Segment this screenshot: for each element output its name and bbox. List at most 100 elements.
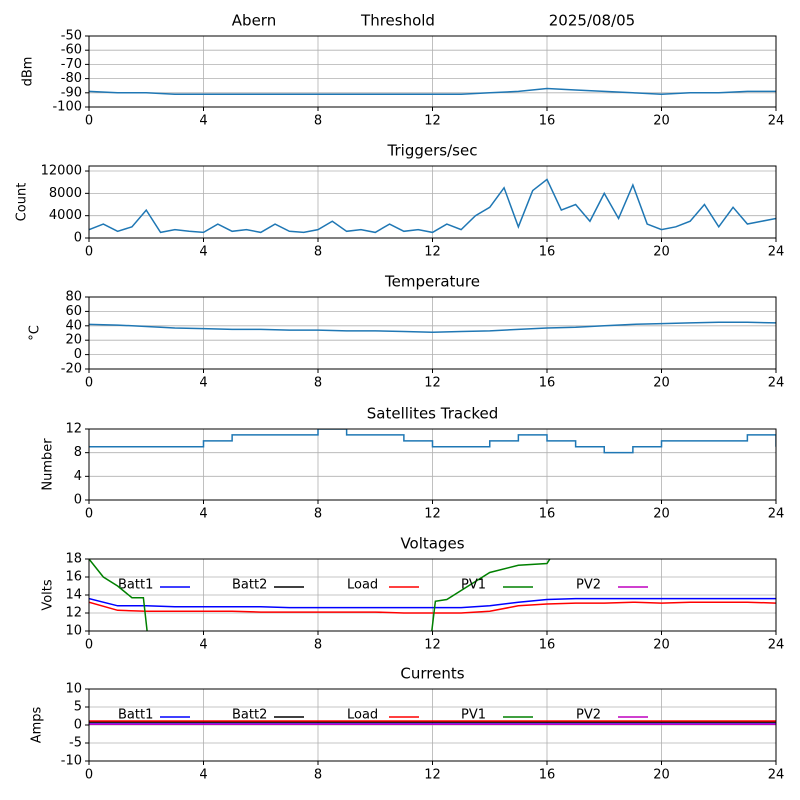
x-tick-label: 20	[653, 376, 670, 391]
x-tick-label: 8	[314, 638, 322, 653]
y-tick-label: 10	[65, 624, 82, 639]
y-axis-label: Amps	[30, 706, 45, 743]
series-line	[89, 321, 776, 334]
legend-label: Load	[347, 708, 378, 723]
series-line	[89, 178, 776, 234]
y-tick-label: 0	[74, 347, 82, 362]
x-tick-label: 12	[424, 638, 441, 653]
x-tick-label: 8	[314, 768, 322, 783]
y-tick-label: 40	[65, 318, 82, 333]
y-tick-label: -10	[61, 754, 82, 769]
x-tick-label: 0	[85, 376, 93, 391]
x-tick-label: 24	[768, 768, 785, 783]
y-tick-label: 12	[65, 422, 82, 437]
y-tick-label: 12000	[41, 164, 82, 179]
x-tick-label: 24	[768, 245, 785, 260]
x-tick-label: 0	[85, 114, 93, 129]
legend-label: PV1	[461, 708, 486, 723]
y-tick-label: -20	[61, 362, 82, 377]
x-tick-label: 8	[314, 376, 322, 391]
legend-label: Batt1	[118, 708, 153, 723]
y-tick-label: 0	[74, 231, 82, 246]
y-tick-label: -5	[69, 736, 82, 751]
y-axis-label: Volts	[41, 579, 56, 611]
x-tick-label: 4	[199, 638, 207, 653]
y-axis-label: °C	[28, 325, 43, 341]
y-axis-label: Number	[41, 438, 56, 491]
y-tick-label: 60	[65, 304, 82, 319]
y-tick-label: 8	[74, 445, 82, 460]
x-tick-label: 20	[653, 768, 670, 783]
x-tick-label: 16	[539, 638, 556, 653]
chart-title: Temperature	[384, 273, 480, 291]
series-line	[89, 559, 551, 631]
legend-label: Batt2	[232, 708, 267, 723]
x-tick-label: 4	[199, 768, 207, 783]
y-tick-label: 16	[65, 570, 82, 585]
x-tick-label: 16	[539, 376, 556, 391]
x-tick-label: 24	[768, 376, 785, 391]
x-tick-label: 20	[653, 638, 670, 653]
x-tick-label: 4	[199, 245, 207, 260]
axes-frame	[88, 165, 777, 239]
chart-title: Triggers/sec	[387, 142, 478, 160]
legend-label: PV1	[461, 578, 486, 593]
y-tick-label: -80	[61, 71, 82, 86]
y-tick-label: 5	[74, 700, 82, 715]
y-tick-label: -50	[61, 29, 82, 44]
x-tick-label: 16	[539, 245, 556, 260]
axes-frame	[88, 428, 777, 501]
legend-label: Load	[347, 578, 378, 593]
y-tick-label: 4000	[49, 208, 82, 223]
chart-title: 2025/08/05	[549, 12, 635, 30]
y-tick-label: 10	[65, 682, 82, 697]
y-axis-label: dBm	[21, 57, 36, 87]
x-tick-label: 4	[199, 376, 207, 391]
chart-title: Voltages	[400, 535, 464, 553]
y-tick-label: 14	[65, 588, 82, 603]
legend-label: Batt1	[118, 578, 153, 593]
x-tick-label: 24	[768, 638, 785, 653]
x-tick-label: 20	[653, 245, 670, 260]
x-tick-label: 12	[424, 114, 441, 129]
x-tick-label: 20	[653, 114, 670, 129]
x-tick-label: 8	[314, 245, 322, 260]
y-tick-label: 0	[74, 718, 82, 733]
x-tick-label: 8	[314, 507, 322, 522]
y-tick-label: 80	[65, 290, 82, 305]
x-tick-label: 4	[199, 507, 207, 522]
y-axis-label: Count	[15, 183, 30, 222]
y-tick-label: -70	[61, 57, 82, 72]
x-tick-label: 20	[653, 507, 670, 522]
x-tick-label: 0	[85, 507, 93, 522]
y-tick-label: -90	[61, 85, 82, 100]
y-tick-label: 18	[65, 552, 82, 567]
x-tick-label: 16	[539, 507, 556, 522]
y-tick-label: 4	[74, 469, 82, 484]
x-tick-label: 12	[424, 507, 441, 522]
axes-frame	[88, 296, 777, 370]
x-tick-label: 24	[768, 507, 785, 522]
axes-frame	[88, 688, 777, 762]
x-tick-label: 16	[539, 768, 556, 783]
axes-frame	[88, 35, 777, 108]
chart-title: Satellites Tracked	[367, 405, 498, 423]
series-line	[89, 597, 776, 609]
x-tick-label: 24	[768, 114, 785, 129]
chart-title: Currents	[400, 665, 464, 683]
series-line	[89, 429, 776, 454]
x-tick-label: 8	[314, 114, 322, 129]
legend-label: PV2	[576, 578, 601, 593]
axes-frame	[88, 558, 777, 632]
y-tick-label: 8000	[49, 186, 82, 201]
y-tick-label: 12	[65, 606, 82, 621]
y-tick-label: -100	[52, 100, 82, 115]
x-tick-label: 12	[424, 376, 441, 391]
x-tick-label: 12	[424, 245, 441, 260]
x-tick-label: 12	[424, 768, 441, 783]
x-tick-label: 0	[85, 638, 93, 653]
x-tick-label: 0	[85, 768, 93, 783]
x-tick-label: 0	[85, 245, 93, 260]
x-tick-label: 4	[199, 114, 207, 129]
